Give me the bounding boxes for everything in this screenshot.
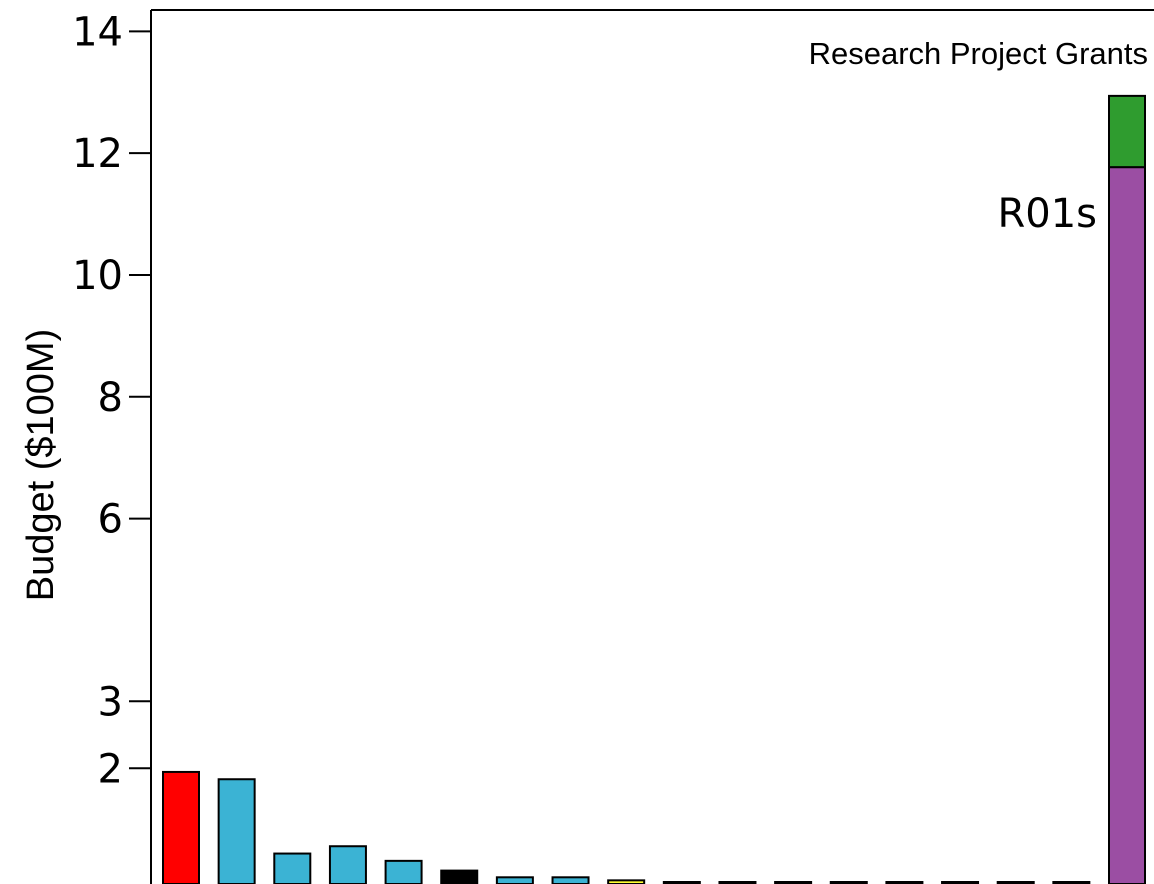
y-tick-label: 6 — [98, 497, 123, 543]
y-tick-label: 12 — [72, 131, 123, 177]
bar-5 — [384, 859, 423, 884]
bar-8 — [551, 876, 590, 884]
bar-15 — [941, 881, 980, 884]
bar-1 — [162, 770, 200, 884]
bar-18 — [1108, 166, 1146, 884]
bar-18-segment-2 — [1108, 94, 1146, 169]
chart-title: Research Project Grants — [809, 36, 1148, 71]
y-tick-label: 3 — [98, 679, 123, 725]
bar-7 — [495, 876, 534, 884]
bar-6 — [440, 869, 479, 884]
bar-17 — [1052, 881, 1091, 884]
y-tick-label: 8 — [98, 375, 123, 421]
bar-14 — [885, 881, 924, 884]
bar-16 — [996, 881, 1035, 884]
bar-9 — [607, 879, 646, 884]
bar-10 — [662, 881, 701, 884]
bar-12 — [774, 881, 813, 884]
bar-2 — [217, 778, 256, 884]
bars — [162, 94, 1146, 884]
r01s-annotation: R01s — [997, 191, 1097, 237]
axes: 2 3 6 8 10 12 14 — [72, 9, 1154, 884]
y-tick-label: 10 — [72, 253, 123, 299]
bar-4 — [328, 845, 367, 884]
y-tick-label: 14 — [72, 9, 123, 55]
bar-13 — [829, 881, 868, 884]
y-tick-label: 2 — [98, 746, 123, 792]
bar-11 — [718, 881, 757, 884]
y-axis-label: Budget ($100M) — [20, 329, 62, 602]
bar-3 — [273, 852, 312, 884]
